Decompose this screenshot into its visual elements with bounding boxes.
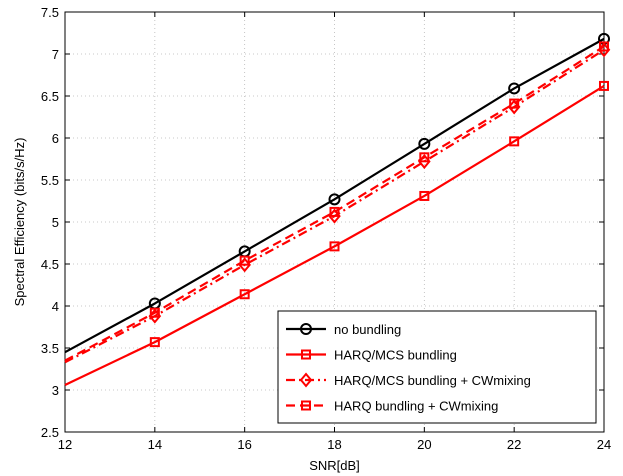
x-tick-label: 14: [148, 437, 162, 452]
data-point-marker: [599, 80, 609, 91]
series-4: [64, 41, 609, 362]
x-tick-label: 22: [507, 437, 521, 452]
x-tick-label: 18: [327, 437, 341, 452]
legend-box: [277, 310, 597, 424]
legend-marker: [301, 400, 311, 411]
data-point-marker: [239, 255, 250, 266]
y-axis-label: Spectral Efficiency (bits/s/Hz): [12, 138, 27, 307]
data-point-marker: [508, 82, 521, 95]
series-2: [64, 80, 609, 386]
legend-label: HARQ bundling + CWmixing: [334, 399, 498, 414]
legend-marker: [301, 349, 311, 360]
y-tick-label: 3.5: [41, 341, 59, 356]
data-point-marker: [149, 337, 160, 348]
data-point-marker: [509, 98, 520, 109]
data-point-marker: [149, 307, 160, 318]
y-tick-label: 4.5: [41, 257, 59, 272]
data-point-marker: [418, 137, 431, 150]
series-1: [64, 32, 610, 354]
legend-label: HARQ/MCS bundling: [334, 348, 457, 363]
legend-marker: [300, 323, 312, 335]
y-tick-label: 6: [52, 131, 59, 146]
series-line: [64, 84, 605, 386]
data-point-marker: [509, 136, 520, 147]
y-tick-label: 5.5: [41, 173, 59, 188]
series-layer: [64, 32, 611, 386]
data-point-marker: [329, 241, 340, 252]
data-point-marker: [329, 206, 340, 217]
data-point-marker: [328, 193, 341, 206]
y-tick-label: 7.5: [41, 5, 59, 20]
data-point-marker: [599, 41, 609, 52]
x-tick-label: 12: [58, 437, 72, 452]
tick-layer: 12 14 16 18 20 22 24 2.5 3 3.5 4 4.5 5 5.5 6 6.5 7 7.5: [41, 5, 611, 452]
series-line: [64, 45, 605, 362]
legend-marker: [299, 372, 313, 388]
legend-items: no bundling HARQ/MCS bundling HARQ/MCS bun…: [286, 322, 531, 414]
y-tick-label: 4: [52, 299, 59, 314]
data-point-marker: [419, 152, 430, 163]
series-line: [64, 37, 605, 354]
data-point-marker: [239, 289, 250, 300]
y-tick-label: 2.5: [41, 425, 59, 440]
y-tick-label: 5: [52, 215, 59, 230]
x-tick-label: 24: [597, 437, 611, 452]
legend-item: no bundling: [286, 322, 401, 337]
legend: no bundling HARQ/MCS bundling HARQ/MCS bun…: [277, 310, 597, 424]
legend-item: HARQ bundling + CWmixing: [286, 399, 498, 414]
legend-label: HARQ/MCS bundling + CWmixing: [334, 373, 531, 388]
legend-label: no bundling: [334, 322, 401, 337]
x-tick-label: 16: [237, 437, 251, 452]
y-tick-label: 7: [52, 47, 59, 62]
legend-item: HARQ/MCS bundling: [286, 348, 457, 363]
y-tick-label: 6.5: [41, 89, 59, 104]
x-tick-label: 20: [417, 437, 431, 452]
x-axis-label: SNR[dB]: [309, 458, 360, 473]
y-tick-label: 3: [52, 383, 59, 398]
data-point-marker: [419, 190, 430, 201]
legend-item: HARQ/MCS bundling + CWmixing: [286, 372, 531, 388]
